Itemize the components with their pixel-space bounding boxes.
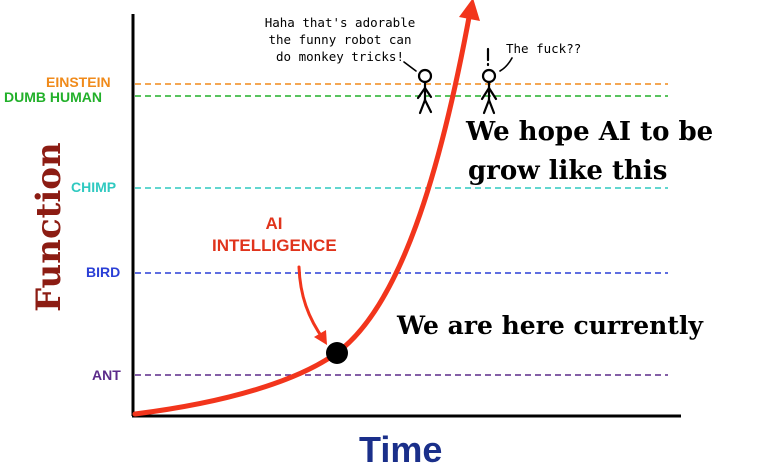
label-pointer-arrowhead <box>314 330 327 345</box>
current-position-dot <box>326 342 348 364</box>
level-label-dumb-human: DUMB HUMAN <box>4 89 102 105</box>
human-speech: The fuck?? <box>506 41 582 56</box>
curve-arrowhead <box>459 0 480 21</box>
einstein-speech-line3: do monkey tricks! <box>276 49 404 64</box>
y-axis-label: Function <box>29 142 69 312</box>
hope-line2: grow like this <box>468 156 668 186</box>
label-pointer-arrow <box>297 265 326 342</box>
hope-annotation: We hope AI to be grow like this <box>466 113 713 191</box>
level-label-einstein: EINSTEIN <box>46 74 111 90</box>
einstein-speech-line2: the funny robot can <box>268 32 412 47</box>
ai-growth-curve <box>132 9 473 417</box>
einstein-speech: Haha that's adorable the funny robot can… <box>252 14 428 65</box>
level-label-chimp: CHIMP <box>71 179 117 195</box>
level-label-bird: BIRD <box>86 264 121 280</box>
ai-intelligence-label: AI INTELLIGENCE <box>212 213 337 257</box>
current-position-annotation: We are here currently <box>397 311 703 340</box>
human-stick-figure <box>480 68 498 115</box>
human-speech-tail <box>499 57 513 72</box>
einstein-speech-line1: Haha that's adorable <box>264 15 416 30</box>
ai-label-line2: INTELLIGENCE <box>212 236 337 255</box>
einstein-speech-tail <box>403 61 417 72</box>
level-label-ant: ANT <box>92 367 121 383</box>
x-axis-label: Time <box>359 429 443 470</box>
hope-line1: We hope AI to be <box>466 117 714 147</box>
einstein-stick-figure <box>416 68 433 115</box>
ai-label-line1: AI <box>265 214 283 233</box>
